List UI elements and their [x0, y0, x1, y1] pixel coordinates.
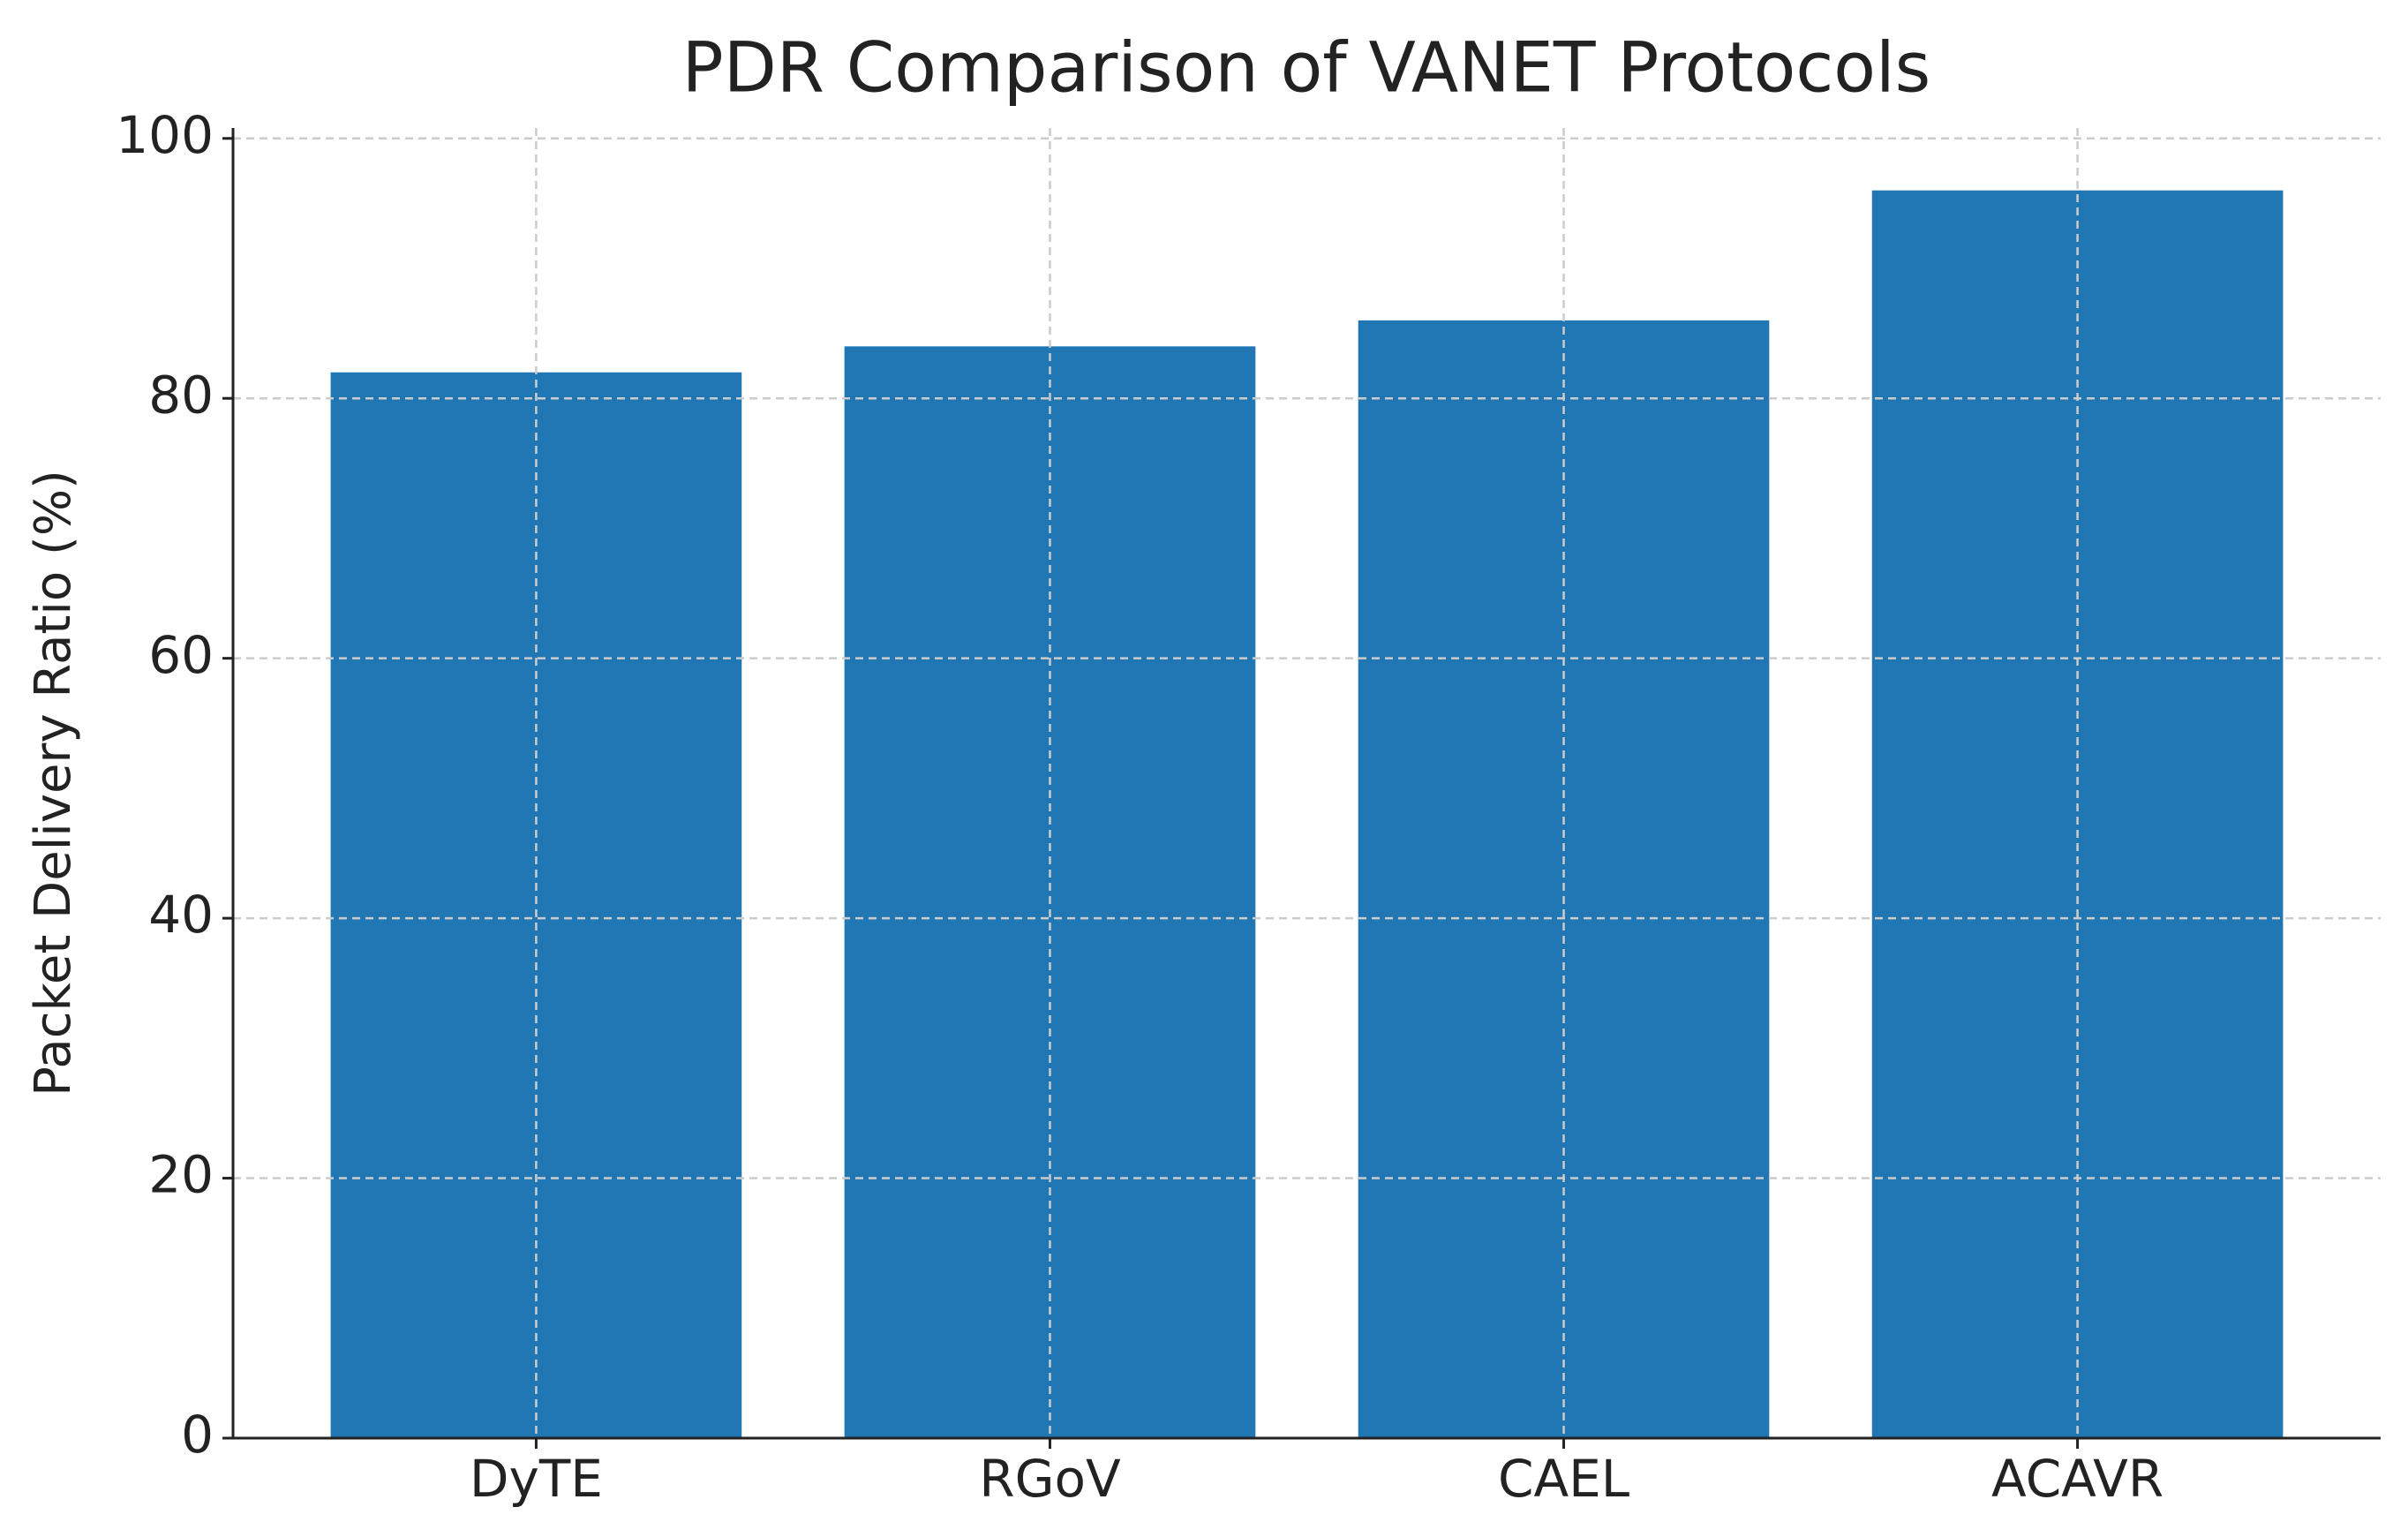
- y-tick-label: 40: [148, 885, 214, 945]
- x-tick-label: RGoV: [979, 1449, 1121, 1509]
- x-tick-label: ACAVR: [1991, 1449, 2163, 1509]
- y-tick-label: 20: [148, 1145, 214, 1205]
- x-tick-label: DyTE: [470, 1449, 603, 1509]
- y-tick-label: 100: [116, 105, 214, 165]
- chart-title: PDR Comparison of VANET Protocols: [682, 28, 1931, 108]
- y-axis-label: Packet Delivery Ratio (%): [25, 470, 82, 1096]
- bar: [1871, 190, 2284, 1439]
- y-tick-label: 80: [148, 365, 214, 425]
- y-tick-label: 0: [181, 1405, 214, 1465]
- y-tick-label: 60: [148, 625, 214, 685]
- x-tick-label: CAEL: [1498, 1449, 1629, 1509]
